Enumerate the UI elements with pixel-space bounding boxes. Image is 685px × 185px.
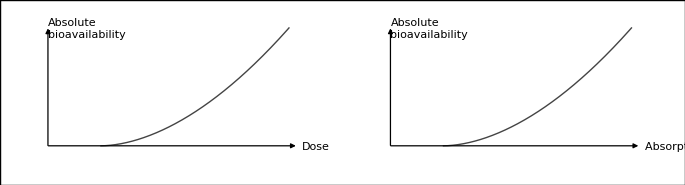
Text: Dose: Dose <box>302 142 330 152</box>
Text: Absorption rate: Absorption rate <box>645 142 685 152</box>
Text: Absolute
bioavailability: Absolute bioavailability <box>390 18 469 41</box>
Text: Absolute
bioavailability: Absolute bioavailability <box>48 18 126 41</box>
